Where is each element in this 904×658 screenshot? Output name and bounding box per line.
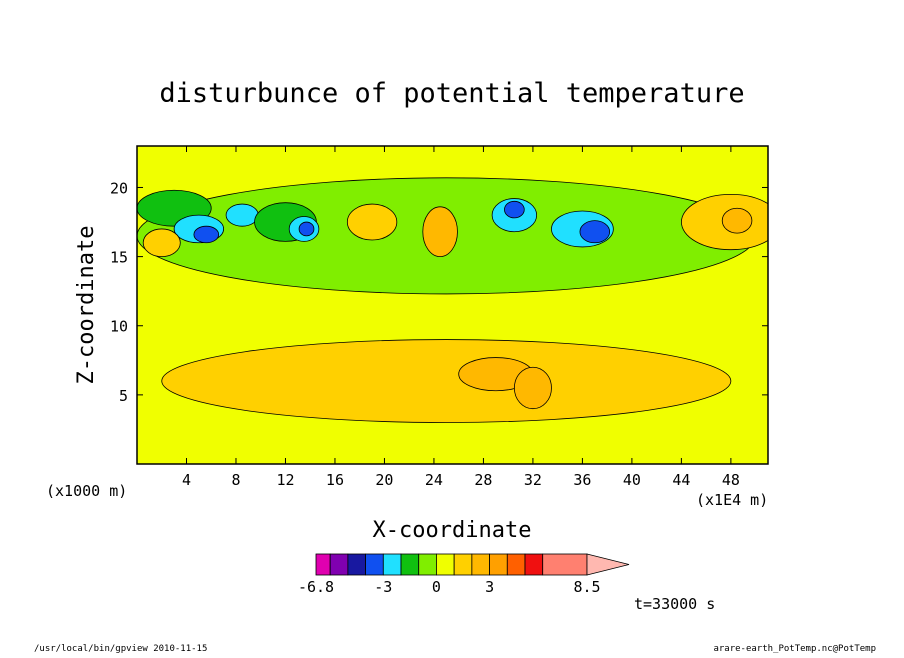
footer-right-info: arare-earth_PotTemp.nc@PotTemp bbox=[713, 644, 876, 654]
x-tick-label: 48 bbox=[722, 471, 740, 489]
contour-region bbox=[142, 228, 181, 258]
timestamp-label: t=33000 s bbox=[634, 595, 715, 613]
chart-title: disturbunce of potential temperature bbox=[159, 78, 744, 109]
colorbar: -6.8 -3 0 3 8.5 bbox=[298, 553, 630, 596]
footer-left-info: /usr/local/bin/gpview 2010-11-15 bbox=[34, 644, 207, 654]
x-tick-label: 36 bbox=[573, 471, 591, 489]
x-tick-label: 44 bbox=[672, 471, 690, 489]
colorbar-segment bbox=[400, 553, 420, 576]
colorbar-segment bbox=[542, 553, 588, 576]
y-unit-label: (x1000 m) bbox=[46, 482, 127, 500]
contour-region bbox=[298, 221, 315, 237]
colorbar-segment bbox=[315, 553, 331, 576]
colorbar-label: -6.8 bbox=[298, 578, 334, 596]
colorbar-label: -3 bbox=[374, 578, 392, 596]
contour-region bbox=[504, 200, 525, 219]
colorbar-segment bbox=[365, 553, 384, 576]
contour-region bbox=[513, 366, 552, 410]
plot-frame bbox=[136, 145, 769, 465]
x-tick-label: 40 bbox=[623, 471, 641, 489]
contour-region bbox=[579, 220, 611, 244]
y-tick-label: 10 bbox=[110, 318, 128, 336]
y-axis-label: Z-coordinate bbox=[74, 226, 99, 385]
contour-region bbox=[225, 203, 259, 227]
colorbar-extend-arrow bbox=[586, 553, 630, 576]
colorbar-segment bbox=[436, 553, 455, 576]
y-tick-label: 15 bbox=[110, 249, 128, 267]
contour-region bbox=[422, 206, 458, 258]
colorbar-segment bbox=[506, 553, 526, 576]
x-tick-label: 24 bbox=[425, 471, 443, 489]
colorbar-segment bbox=[329, 553, 349, 576]
colorbar-segment bbox=[347, 553, 366, 576]
colorbar-segment bbox=[418, 553, 437, 576]
y-tick-label: 20 bbox=[110, 179, 128, 197]
x-tick-label: 28 bbox=[474, 471, 492, 489]
y-tick-label: 5 bbox=[119, 387, 128, 405]
x-unit-label: (x1E4 m) bbox=[696, 491, 768, 509]
colorbar-label: 0 bbox=[432, 578, 441, 596]
colorbar-label: 3 bbox=[485, 578, 494, 596]
plot-area bbox=[137, 146, 768, 464]
colorbar-segment bbox=[471, 553, 490, 576]
contour-region bbox=[161, 339, 732, 423]
contour-region bbox=[346, 203, 398, 241]
x-tick-label: 16 bbox=[326, 471, 344, 489]
x-tick-label: 32 bbox=[524, 471, 542, 489]
contour-region bbox=[721, 207, 753, 234]
x-tick-label: 8 bbox=[231, 471, 240, 489]
colorbar-segment bbox=[382, 553, 402, 576]
x-axis-label: X-coordinate bbox=[373, 518, 532, 543]
colorbar-segment bbox=[524, 553, 544, 576]
colorbar-segment bbox=[453, 553, 473, 576]
x-tick-label: 4 bbox=[182, 471, 191, 489]
colorbar-label: 8.5 bbox=[573, 578, 600, 596]
colorbar-segment bbox=[489, 553, 508, 576]
x-tick-label: 12 bbox=[276, 471, 294, 489]
contour-region bbox=[193, 225, 220, 244]
x-tick-label: 20 bbox=[375, 471, 393, 489]
